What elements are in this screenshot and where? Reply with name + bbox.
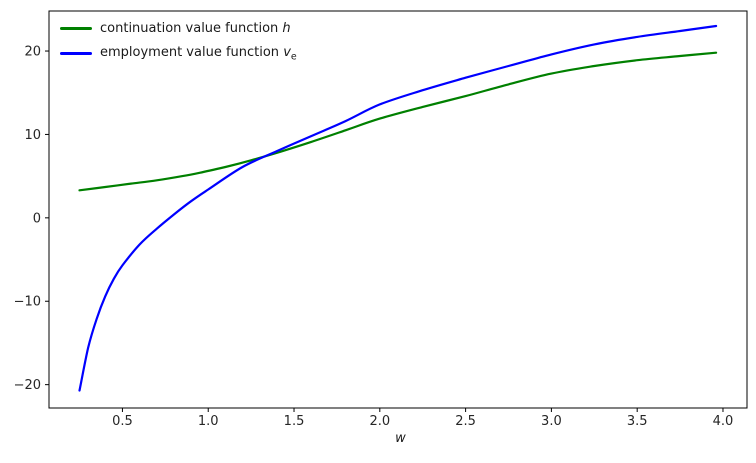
legend: continuation value function h employment…: [60, 16, 297, 66]
legend-label-math-v: v: [283, 44, 291, 60]
legend-item-employment-value: employment value function ve: [60, 41, 297, 66]
x-axis-label-text: w: [395, 431, 406, 446]
x-tick-label: 3.0: [541, 414, 562, 429]
y-tick-label: 0: [33, 211, 41, 226]
x-tick-label: 3.5: [627, 414, 648, 429]
x-axis-label: w: [0, 431, 756, 446]
legend-label-text: employment value function: [100, 44, 284, 60]
y-tick-label: −10: [14, 295, 41, 310]
legend-label-math-h: h: [282, 21, 291, 36]
y-tick-label: −20: [14, 378, 41, 393]
y-tick-label: 10: [24, 128, 41, 143]
x-tick-label: 1.5: [284, 414, 305, 429]
legend-item-continuation-value: continuation value function h: [60, 16, 297, 41]
legend-label-subscript-e: e: [290, 51, 297, 63]
x-tick-label: 1.0: [198, 414, 219, 429]
x-tick-label: 4.0: [713, 414, 734, 429]
x-tick-label: 2.0: [369, 414, 390, 429]
axes-spines: [48, 10, 748, 409]
employment-value-curve: [78, 24, 718, 392]
continuation-value-curve: [78, 51, 718, 192]
legend-label-continuation-value: continuation value function h: [100, 21, 291, 36]
x-tick-label: 2.5: [455, 414, 476, 429]
legend-label-text: continuation value function: [100, 21, 283, 36]
legend-line-green: [60, 27, 92, 30]
legend-label-employment-value: employment value function ve: [100, 45, 297, 63]
y-tick-label: 20: [24, 45, 41, 60]
legend-line-blue: [60, 52, 92, 55]
x-tick-label: 0.5: [112, 414, 133, 429]
